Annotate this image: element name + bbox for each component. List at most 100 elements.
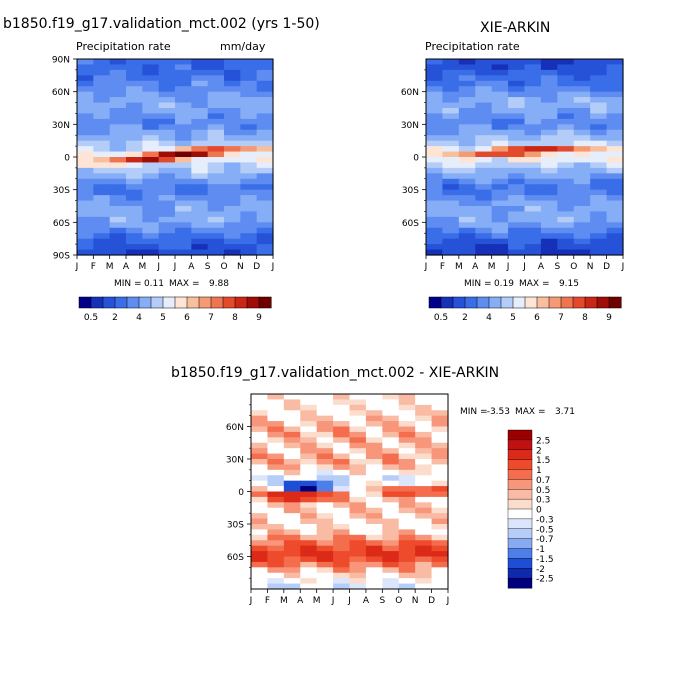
heatmap-cell [606, 184, 624, 191]
heatmap-cell [442, 184, 460, 191]
heatmap-cell [415, 502, 433, 509]
heatmap-cell [573, 129, 591, 136]
heatmap-cell [142, 135, 160, 142]
heatmap-cell [426, 124, 444, 131]
heatmap-cell [251, 448, 269, 455]
heatmap-cell [142, 97, 160, 104]
colorbar-swatch [500, 296, 514, 309]
heatmap-cell [508, 124, 526, 131]
heatmap-cell [300, 496, 318, 503]
panel3-title: b1850.f19_g17.validation_mct.002 - XIE-A… [171, 365, 500, 381]
heatmap-cell [524, 102, 542, 109]
colorbar-label: -1.5 [536, 555, 554, 565]
heatmap-cell [158, 222, 176, 229]
heatmap-cell [77, 108, 94, 115]
heatmap-cell [142, 195, 160, 202]
heatmap-cell [333, 448, 351, 455]
colorbar-label: 6 [534, 313, 540, 323]
heatmap-cell [316, 518, 334, 525]
heatmap-cell [267, 545, 285, 552]
colorbar: 2.521.510.70.50.30-0.3-0.5-0.7-1-1.5-2-2… [507, 429, 554, 589]
heatmap-cell [524, 195, 542, 202]
heatmap-cell [475, 211, 493, 218]
heatmap-cell [126, 184, 143, 191]
colorbar-swatch [560, 296, 574, 309]
heatmap-cell [491, 211, 509, 218]
heatmap-cell [77, 184, 94, 191]
heatmap-cell [283, 572, 301, 579]
heatmap-cell [557, 178, 575, 185]
heatmap-cell [431, 567, 449, 574]
heatmap-cell [333, 534, 351, 541]
heatmap-cell [207, 178, 225, 185]
heatmap-cell [240, 189, 258, 196]
heatmap-cell [431, 421, 449, 428]
heatmap-cell [316, 578, 334, 585]
heatmap-cell [524, 97, 542, 104]
heatmap-cell [333, 404, 351, 411]
heatmap-cell [251, 534, 269, 541]
heatmap-cell [333, 507, 351, 514]
heatmap-cell [365, 540, 383, 547]
heatmap-cell [267, 453, 285, 460]
heatmap-cell [316, 496, 334, 503]
heatmap-cell [175, 244, 192, 251]
heatmap-cell [431, 545, 449, 552]
heatmap-cell [442, 157, 460, 164]
heatmap-cell [458, 238, 476, 245]
heatmap-cell [256, 124, 274, 131]
heatmap-cell [93, 195, 111, 202]
heatmap-cell [349, 426, 367, 433]
heatmap-cell [349, 556, 367, 563]
heatmap-cell [524, 184, 542, 191]
heatmap-cell [256, 167, 274, 174]
heatmap-cell [191, 108, 209, 115]
heatmap-cell [256, 129, 274, 136]
heatmap-cell [256, 64, 274, 71]
heatmap-cell [240, 135, 258, 142]
heatmap-cell [431, 513, 449, 520]
heatmap-cell [283, 464, 301, 471]
heatmap-cell [224, 59, 241, 66]
heatmap-cell [158, 233, 176, 240]
heatmap-cell [475, 108, 493, 115]
heatmap-cell [283, 431, 301, 438]
x-tick-label: O [220, 262, 227, 272]
heatmap-cell [540, 59, 558, 66]
heatmap-cell [77, 233, 94, 240]
heatmap-cell [458, 102, 476, 109]
heatmap-cell [426, 157, 444, 164]
heatmap-cell [109, 244, 127, 251]
heatmap-cell [158, 211, 176, 218]
heatmap-cell [557, 162, 575, 169]
max-label: MAX = [519, 279, 550, 289]
heatmap-cell [158, 189, 176, 196]
heatmap-cell [256, 146, 274, 153]
heatmap-cell [573, 167, 591, 174]
heatmap-cell [365, 469, 383, 476]
heatmap-cell [142, 151, 160, 158]
heatmap-cell [142, 108, 160, 115]
heatmap-cell [175, 195, 192, 202]
heatmap-cell [300, 491, 318, 498]
colorbar: 0.5 2 4 5 6 7 8 9 [78, 296, 272, 323]
heatmap-cell [126, 102, 143, 109]
heatmap-cell [77, 97, 94, 104]
heatmap-cell [573, 162, 591, 169]
heatmap-cell [175, 113, 192, 120]
heatmap-cell [77, 59, 94, 66]
heatmap-cell [349, 442, 367, 449]
heatmap-cell [458, 69, 476, 76]
heatmap-cell [573, 102, 591, 109]
heatmap-cell [240, 206, 258, 213]
heatmap-cell [573, 157, 591, 164]
heatmap-cell [77, 80, 94, 87]
y-tick-label: 30S [53, 186, 70, 196]
heatmap-cell [93, 244, 111, 251]
colorbar-swatch [507, 479, 533, 490]
heatmap-cell [267, 421, 285, 428]
heatmap-cell [475, 69, 493, 76]
heatmap-cell [415, 448, 433, 455]
heatmap-cell [557, 216, 575, 223]
heatmap-cell [475, 118, 493, 125]
